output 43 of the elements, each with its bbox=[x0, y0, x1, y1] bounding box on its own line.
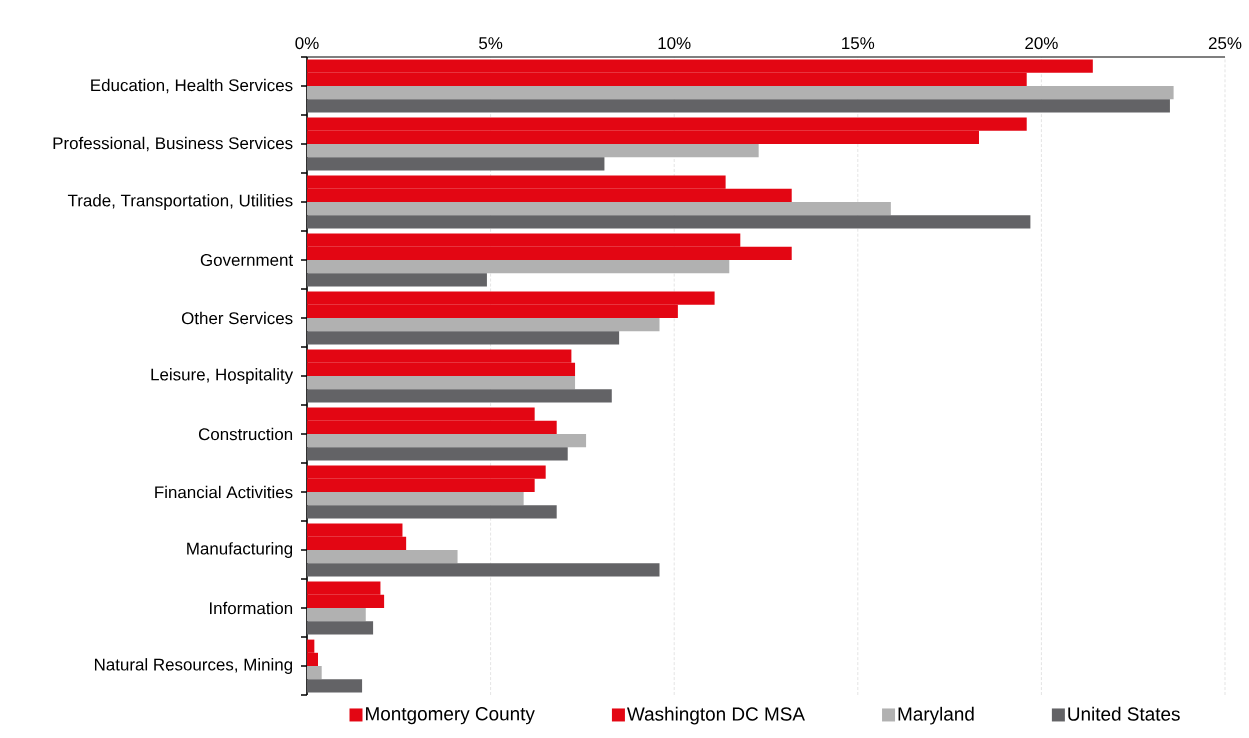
bar bbox=[307, 85, 1174, 100]
legend-label: United States bbox=[1068, 706, 1180, 721]
y-tick-label: Natural Resources, Mining bbox=[94, 658, 293, 674]
x-tick-label: 10% bbox=[658, 37, 691, 50]
bar bbox=[307, 447, 568, 461]
y-tick-label: Construction bbox=[198, 427, 293, 441]
x-tick-label: 20% bbox=[1025, 37, 1058, 50]
bar bbox=[307, 259, 730, 274]
bar bbox=[307, 550, 458, 564]
x-tick-label: 5% bbox=[479, 37, 503, 50]
bar bbox=[307, 492, 524, 506]
bar bbox=[307, 215, 1031, 229]
x-tick-label: 0% bbox=[295, 37, 319, 50]
bar bbox=[307, 608, 366, 622]
y-tick-label: Government bbox=[200, 254, 294, 266]
y-tick-label: Professional, Business Services bbox=[53, 136, 293, 152]
bar bbox=[307, 99, 1170, 113]
y-tick-label: Financial Activities bbox=[155, 485, 293, 499]
x-tick-label: 25% bbox=[1208, 37, 1242, 50]
bar bbox=[307, 563, 660, 577]
bar bbox=[307, 679, 363, 693]
y-tick-label: Trade, Transportation, Utilities bbox=[67, 194, 293, 210]
legend-label: Washington DC MSA bbox=[626, 706, 805, 725]
x-tick-label: 15% bbox=[842, 37, 875, 50]
y-tick-label: Information bbox=[209, 601, 293, 615]
bar bbox=[307, 201, 891, 216]
bar bbox=[307, 157, 605, 171]
legend-label: Maryland bbox=[898, 706, 974, 725]
bar bbox=[307, 273, 487, 287]
bar bbox=[307, 621, 374, 635]
bar bbox=[307, 389, 612, 403]
bar bbox=[307, 318, 660, 332]
y-tick-label: Manufacturing bbox=[187, 542, 293, 558]
y-tick-label: Other Services bbox=[181, 311, 293, 325]
bar bbox=[307, 376, 576, 390]
bar bbox=[307, 331, 620, 345]
bar bbox=[307, 505, 557, 519]
bar bbox=[307, 434, 587, 448]
legend-label: Montgomery County bbox=[366, 707, 535, 725]
bar bbox=[307, 666, 322, 680]
y-tick-label: Education, Health Services bbox=[91, 78, 293, 94]
bar bbox=[307, 143, 759, 158]
y-tick-label: Leisure, Hospitality bbox=[151, 368, 294, 384]
